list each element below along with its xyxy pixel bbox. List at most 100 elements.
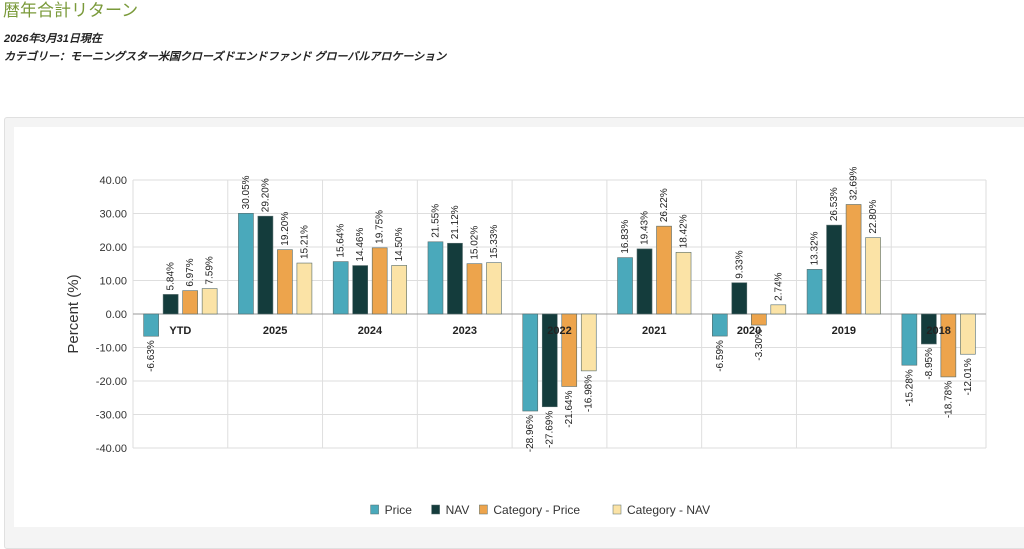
bar-nav <box>921 313 937 345</box>
bar-nav <box>162 294 179 315</box>
as-of-date: 2026年3月31日現在 <box>4 33 102 45</box>
bar-category-price <box>466 263 483 315</box>
bar-nav <box>352 265 368 315</box>
bar-price <box>332 261 349 315</box>
data-label: 15.02% <box>469 226 480 260</box>
bar-category-price <box>561 313 578 387</box>
data-label: 18.42% <box>679 214 690 248</box>
bar-category-nav <box>580 313 597 372</box>
bar-category-price <box>371 247 388 315</box>
y-axis-title: Percent (%) <box>65 274 82 353</box>
y-tick-label: -10.00 <box>96 343 127 355</box>
bar-nav <box>541 313 558 408</box>
legend-swatch <box>431 504 440 515</box>
bar-category-nav <box>391 265 407 315</box>
bar-category-nav <box>296 262 313 315</box>
y-tick-label: 40.00 <box>99 175 127 187</box>
bar-category-nav <box>960 313 976 355</box>
data-label: -18.78% <box>943 381 954 418</box>
data-label: 22.80% <box>868 200 879 234</box>
legend-swatch <box>612 504 622 515</box>
y-tick-label: 20.00 <box>99 242 127 254</box>
data-label: -28.96% <box>525 415 536 452</box>
bar-price <box>427 241 444 315</box>
bar-nav <box>826 224 842 315</box>
data-label: 21.55% <box>430 204 441 238</box>
data-label: 15.21% <box>299 225 310 259</box>
y-tick-label: -20.00 <box>96 376 127 388</box>
page-title: 暦年合計リターン <box>3 1 139 20</box>
data-label: 16.83% <box>620 220 631 254</box>
bar-price <box>522 313 539 412</box>
data-label: 15.64% <box>336 224 347 258</box>
bar-price <box>617 257 633 315</box>
category-label: 2022 <box>547 325 571 337</box>
bar-category-price <box>182 290 198 315</box>
data-label: 13.32% <box>810 231 821 265</box>
bar-category-price <box>845 204 862 315</box>
data-label: 5.84% <box>166 262 177 290</box>
data-label: -6.59% <box>715 340 726 372</box>
bar-nav <box>731 282 748 315</box>
bar-price <box>143 313 159 337</box>
bar-price <box>238 213 254 315</box>
legend-label: Category - Price <box>493 503 580 517</box>
legend-label: Category - NAV <box>627 503 710 517</box>
bar-nav <box>257 215 274 315</box>
bar-price <box>901 313 918 366</box>
bar-category-nav <box>675 251 692 315</box>
bar-category-price <box>656 225 672 315</box>
category-label: YTD <box>169 325 191 337</box>
data-label: 14.46% <box>355 228 366 262</box>
category-label: 2021 <box>642 325 666 337</box>
data-label: 29.20% <box>260 178 271 212</box>
chart-panel <box>14 127 1024 527</box>
data-label: 6.97% <box>185 258 196 286</box>
bar-category-nav <box>865 237 881 315</box>
bar-category-nav <box>770 304 787 315</box>
data-label: -27.69% <box>545 411 556 448</box>
bar-category-price <box>940 313 957 378</box>
data-label: 15.33% <box>489 225 500 259</box>
data-label: 21.12% <box>450 205 461 239</box>
legend-label: NAV <box>446 503 470 517</box>
bar-category-nav <box>201 288 218 315</box>
y-tick-label: 0.00 <box>106 309 127 321</box>
bar-price <box>712 313 728 337</box>
data-label: -12.01% <box>963 358 974 395</box>
data-label: 26.22% <box>659 188 670 222</box>
data-label: 19.20% <box>280 212 291 246</box>
annual-returns-chart: 40.00 30.00 20.00 10.00 0.00 -10.00 -20.00 -30.… <box>65 166 987 517</box>
data-label: 2.74% <box>773 272 784 300</box>
data-label: 19.75% <box>375 210 386 244</box>
y-tick-label: 10.00 <box>99 276 127 288</box>
legend-swatch <box>370 504 379 515</box>
data-label: 9.33% <box>734 250 745 278</box>
data-label: 7.59% <box>205 256 216 284</box>
data-label: -16.98% <box>584 375 595 412</box>
category-label: 2019 <box>832 325 856 337</box>
bar-nav <box>636 248 653 315</box>
legend-label: Price <box>385 503 413 517</box>
data-label: -8.95% <box>924 348 935 380</box>
data-label: 32.69% <box>849 166 860 200</box>
bar-category-price <box>751 313 767 326</box>
bar-category-nav <box>486 262 502 315</box>
y-tick-label: -30.00 <box>96 410 127 422</box>
data-label: 30.05% <box>241 175 252 209</box>
category-label: 2024 <box>358 325 383 337</box>
bar-price <box>806 269 823 315</box>
data-label: 19.43% <box>640 211 651 245</box>
category-label: 2020 <box>737 325 761 337</box>
data-label: 14.50% <box>394 227 405 261</box>
data-label: -15.28% <box>904 369 915 406</box>
category-label: カテゴリー：モーニングスター米国クローズドエンドファンド グローバルアロケーショ… <box>4 51 447 63</box>
data-label: 26.53% <box>829 187 840 221</box>
legend-swatch <box>479 504 488 515</box>
category-label: 2025 <box>263 325 287 337</box>
y-tick-label: 30.00 <box>99 209 127 221</box>
bar-category-price <box>277 249 293 315</box>
data-label: -6.63% <box>146 340 157 372</box>
data-label: -21.64% <box>564 390 575 427</box>
category-label: 2023 <box>452 325 476 337</box>
